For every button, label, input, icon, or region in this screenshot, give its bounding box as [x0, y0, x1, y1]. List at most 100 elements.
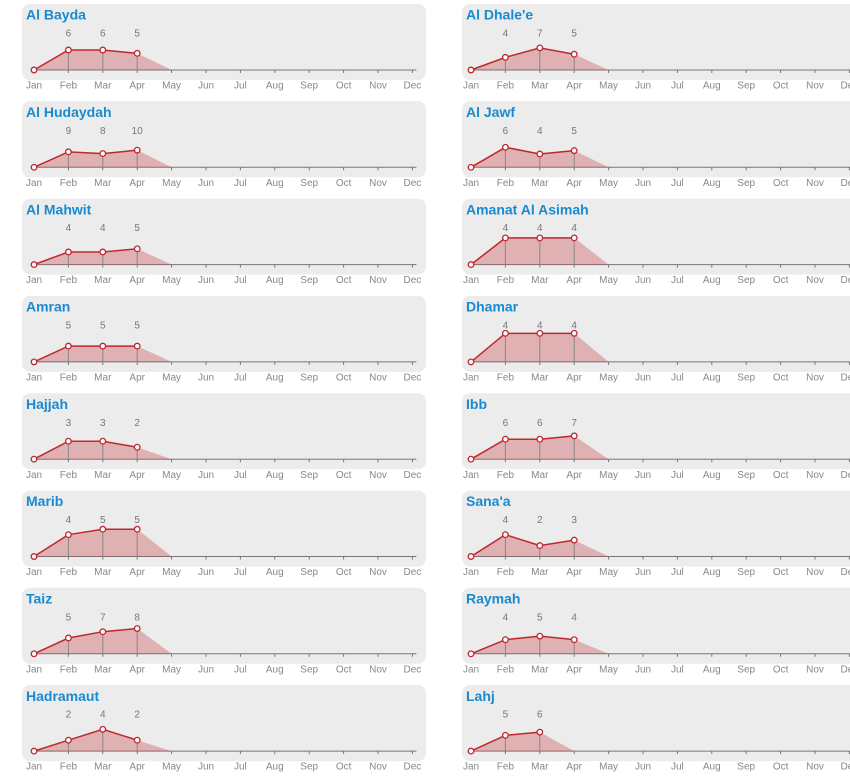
x-tick-label: Apr	[566, 567, 582, 578]
x-tick-label: Jul	[671, 762, 684, 773]
x-tick-label: Dec	[404, 178, 422, 189]
x-tick-label: Nov	[369, 762, 387, 773]
line	[33, 49, 138, 71]
x-tick-label: Jun	[198, 275, 214, 286]
x-tick-label: Jul	[234, 373, 247, 384]
x-tick-label: May	[162, 373, 181, 384]
line	[470, 146, 575, 168]
x-tick-label: Feb	[497, 762, 515, 773]
x-tick-label: Mar	[94, 178, 112, 189]
point	[64, 46, 72, 54]
x-tick-label: Jul	[234, 470, 247, 481]
x-tick-label: Feb	[60, 567, 78, 578]
panel-title: Raymah	[466, 591, 520, 607]
x-tick-label: Jan	[26, 567, 42, 578]
x-tick-label: Dec	[841, 81, 850, 92]
x-tick-label: Sep	[737, 470, 755, 481]
point	[467, 261, 475, 269]
point	[501, 531, 509, 539]
panel-title: Amran	[26, 299, 70, 315]
line	[33, 440, 138, 460]
x-tick-label: Nov	[806, 470, 824, 481]
panel-bg	[462, 490, 850, 567]
x-tick-label: Mar	[531, 567, 549, 578]
value-label: 2	[134, 418, 140, 429]
x-tick-label: Oct	[336, 567, 352, 578]
x-tick-label: Jan	[463, 567, 479, 578]
value-label: 4	[571, 612, 577, 623]
x-tick-label: Jan	[463, 373, 479, 384]
value-label: 5	[134, 515, 140, 526]
point	[133, 49, 141, 57]
value-label: 5	[100, 321, 106, 332]
x-tick-label: Feb	[60, 81, 78, 92]
x-tick-label: Jan	[26, 373, 42, 384]
x-tick-label: Mar	[531, 373, 549, 384]
value-label: 4	[66, 223, 72, 234]
point	[133, 625, 141, 632]
x-tick-label: Feb	[60, 664, 78, 675]
x-tick-label: Sep	[737, 81, 755, 92]
x-tick-label: Aug	[703, 470, 721, 481]
value-label: 3	[100, 418, 106, 429]
point	[501, 636, 509, 644]
panel-bg	[22, 101, 426, 178]
x-tick-label: Nov	[806, 178, 824, 189]
x-tick-label: May	[599, 81, 618, 92]
point	[536, 329, 544, 337]
x-tick-label: Jan	[26, 470, 42, 481]
panel-bg	[22, 295, 426, 372]
value-label: 5	[571, 29, 577, 40]
point	[64, 736, 72, 744]
value-label: 5	[134, 223, 140, 234]
panel: Hadramaut Jan Feb Mar Apr May Jun Jul Aug Sep Oct N…	[22, 685, 426, 773]
x-tick-label: Jan	[26, 178, 42, 189]
x-tick-label: Mar	[531, 178, 549, 189]
x-tick-label: Feb	[497, 470, 515, 481]
x-tick-label: Aug	[266, 664, 284, 675]
point	[30, 261, 38, 269]
x-tick-label: Jan	[463, 275, 479, 286]
point	[133, 443, 141, 451]
point	[570, 432, 578, 440]
panel-title: Al Hudaydah	[26, 104, 112, 120]
line	[470, 635, 575, 655]
value-label: 4	[571, 223, 577, 234]
x-tick-label: May	[162, 178, 181, 189]
x-tick-label: Apr	[129, 762, 145, 773]
value-label: 6	[537, 710, 543, 721]
x-tick-label: Jul	[671, 664, 684, 675]
x-tick-label: Jun	[198, 373, 214, 384]
area	[471, 732, 575, 752]
line	[33, 627, 138, 655]
panel-title: Al Mahwit	[26, 201, 92, 217]
panel-bg	[462, 393, 850, 470]
x-tick-label: May	[599, 373, 618, 384]
panel-bg	[22, 198, 426, 275]
x-tick-label: Apr	[566, 81, 582, 92]
x-tick-label: Mar	[94, 567, 112, 578]
x-tick-label: Apr	[566, 762, 582, 773]
value-label: 4	[571, 321, 577, 332]
panel-bg	[462, 4, 850, 80]
value-label: 2	[537, 515, 543, 526]
value-label: 3	[66, 418, 72, 429]
x-tick-label: Feb	[60, 275, 78, 286]
point	[570, 147, 578, 155]
x-tick-label: Feb	[60, 178, 78, 189]
x-tick-label: Mar	[94, 762, 112, 773]
x-tick-label: Nov	[369, 373, 387, 384]
point	[467, 455, 475, 463]
panel-bg	[22, 587, 426, 664]
x-tick-label: Jan	[26, 275, 42, 286]
point	[570, 234, 578, 242]
x-tick-label: Apr	[566, 664, 582, 675]
x-tick-label: Mar	[531, 470, 549, 481]
x-tick-label: Jul	[234, 81, 247, 92]
x-tick-label: Apr	[129, 178, 145, 189]
point	[501, 234, 509, 242]
x-tick-label: Jun	[635, 762, 651, 773]
x-tick-label: Oct	[336, 664, 352, 675]
x-tick-label: Oct	[773, 762, 789, 773]
